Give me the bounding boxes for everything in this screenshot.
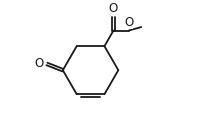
Text: O: O — [124, 16, 133, 29]
Text: O: O — [109, 2, 118, 15]
Text: O: O — [35, 57, 44, 70]
